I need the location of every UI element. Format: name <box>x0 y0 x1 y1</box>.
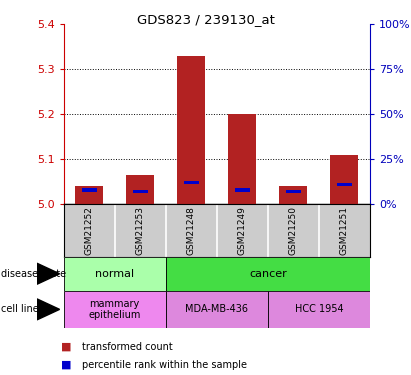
Bar <box>75 186 103 204</box>
Text: normal: normal <box>95 269 134 279</box>
Bar <box>235 188 250 192</box>
Text: ■: ■ <box>60 342 71 352</box>
Bar <box>132 190 148 194</box>
Text: HCC 1954: HCC 1954 <box>295 304 343 314</box>
Text: MDA-MB-436: MDA-MB-436 <box>185 304 248 314</box>
Polygon shape <box>37 299 60 320</box>
Text: GSM21252: GSM21252 <box>85 206 94 255</box>
Bar <box>286 190 301 194</box>
Bar <box>177 56 206 204</box>
Text: cancer: cancer <box>249 269 287 279</box>
Bar <box>64 291 166 328</box>
Text: GSM21253: GSM21253 <box>136 206 145 255</box>
Text: GSM21251: GSM21251 <box>340 206 349 255</box>
Bar <box>337 183 352 186</box>
Text: cell line: cell line <box>1 304 39 314</box>
Polygon shape <box>37 263 60 284</box>
Text: transformed count: transformed count <box>82 342 173 352</box>
Text: disease state: disease state <box>1 269 66 279</box>
Bar <box>268 291 370 328</box>
Text: ■: ■ <box>60 360 71 369</box>
Bar <box>81 188 97 192</box>
Text: GSM21249: GSM21249 <box>238 206 247 255</box>
Text: mammary
epithelium: mammary epithelium <box>88 298 141 320</box>
Bar <box>64 257 166 291</box>
Text: percentile rank within the sample: percentile rank within the sample <box>82 360 247 369</box>
Text: GDS823 / 239130_at: GDS823 / 239130_at <box>136 13 275 26</box>
Bar <box>184 181 199 184</box>
Bar <box>126 175 154 204</box>
Text: GSM21250: GSM21250 <box>289 206 298 255</box>
Bar <box>166 291 268 328</box>
Bar <box>279 186 307 204</box>
Text: GSM21248: GSM21248 <box>187 206 196 255</box>
Bar <box>228 114 256 204</box>
Bar <box>330 155 358 204</box>
Bar <box>166 257 370 291</box>
